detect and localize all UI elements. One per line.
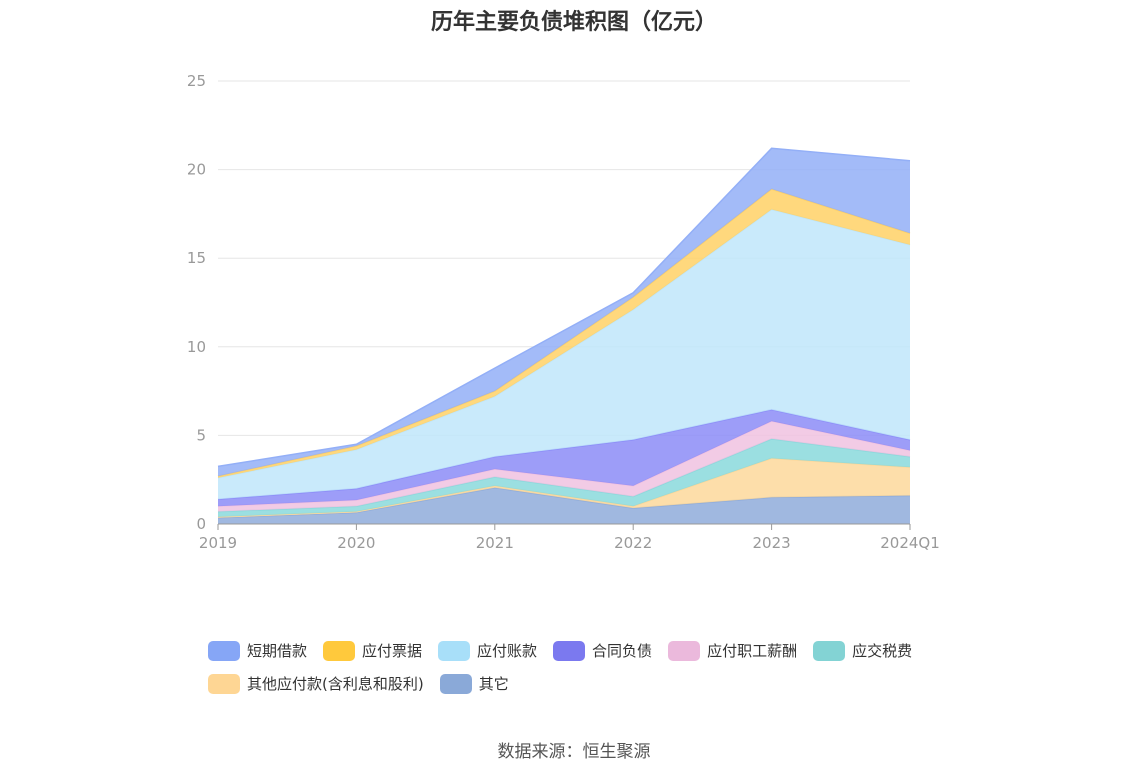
- legend-item[interactable]: 短期借款: [208, 640, 307, 661]
- x-tick-label: 2020: [337, 534, 375, 552]
- data-source-note: 数据来源：恒生聚源: [497, 742, 651, 762]
- area-series-4: [218, 421, 910, 512]
- legend-swatch: [323, 640, 356, 661]
- y-tick-label: 5: [196, 426, 206, 444]
- area-series-edge-8: [217, 147, 911, 468]
- legend-item[interactable]: 应付票据: [323, 640, 422, 661]
- x-tick-label: 2024Q1: [880, 534, 940, 552]
- legend-swatch: [813, 640, 846, 661]
- area-series-5: [218, 409, 910, 507]
- area-series-1: [218, 487, 910, 524]
- area-series-2: [218, 458, 910, 518]
- legend-item[interactable]: 应交税费: [813, 640, 912, 661]
- legend-item[interactable]: 其它: [439, 673, 509, 694]
- area-series-7: [218, 189, 910, 478]
- x-tick-label: 2021: [476, 534, 514, 552]
- legend-label: 应交税费: [852, 642, 913, 660]
- area-series-group: [217, 147, 911, 524]
- area-series-6: [218, 209, 910, 500]
- legend-item[interactable]: 合同负债: [553, 640, 652, 661]
- legend-label: 应付账款: [477, 642, 538, 660]
- legend-label: 其它: [478, 675, 509, 693]
- x-tick-label: 2019: [199, 534, 237, 552]
- y-tick-label: 0: [196, 515, 206, 533]
- x-tick-label: 2023: [753, 534, 791, 552]
- area-series-8: [218, 148, 910, 477]
- y-tick-label: 25: [187, 72, 206, 90]
- legend-swatch: [439, 673, 472, 694]
- chart-legend: 短期借款 应付票据 应付账款 合同负债 应付职工薪酬 应交税费其他应付款(含利息和股利) 其…: [208, 640, 968, 694]
- legend-label: 合同负债: [592, 642, 653, 660]
- legend-label: 应付职工薪酬: [707, 642, 798, 660]
- legend-item[interactable]: 应付账款: [438, 640, 537, 661]
- legend-label: 其他应付款(含利息和股利): [247, 675, 424, 693]
- area-series-3: [218, 438, 910, 517]
- legend-item[interactable]: 其他应付款(含利息和股利): [208, 673, 424, 694]
- legend-label: 应付票据: [362, 642, 423, 660]
- legend-label: 短期借款: [247, 642, 308, 660]
- legend-swatch: [438, 640, 471, 661]
- legend-swatch: [208, 640, 240, 661]
- axes: 0 5 10 15 20 25 2019 2020 2021 2022 2023 2024Q1: [187, 72, 940, 552]
- y-tick-label: 20: [187, 161, 206, 179]
- x-tick-label: 2022: [614, 534, 652, 552]
- legend-item[interactable]: 应付职工薪酬: [668, 640, 797, 661]
- legend-swatch: [208, 673, 240, 694]
- y-tick-label: 10: [187, 338, 206, 356]
- y-tick-label: 15: [187, 249, 206, 267]
- stacked-area-chart: 0 5 10 15 20 25 2019 2020 2021 2022 2023 2024Q1: [187, 72, 940, 552]
- legend-swatch: [553, 640, 586, 661]
- chart-title: 历年主要负债堆积图（亿元）: [430, 10, 717, 35]
- legend-swatch: [668, 640, 701, 661]
